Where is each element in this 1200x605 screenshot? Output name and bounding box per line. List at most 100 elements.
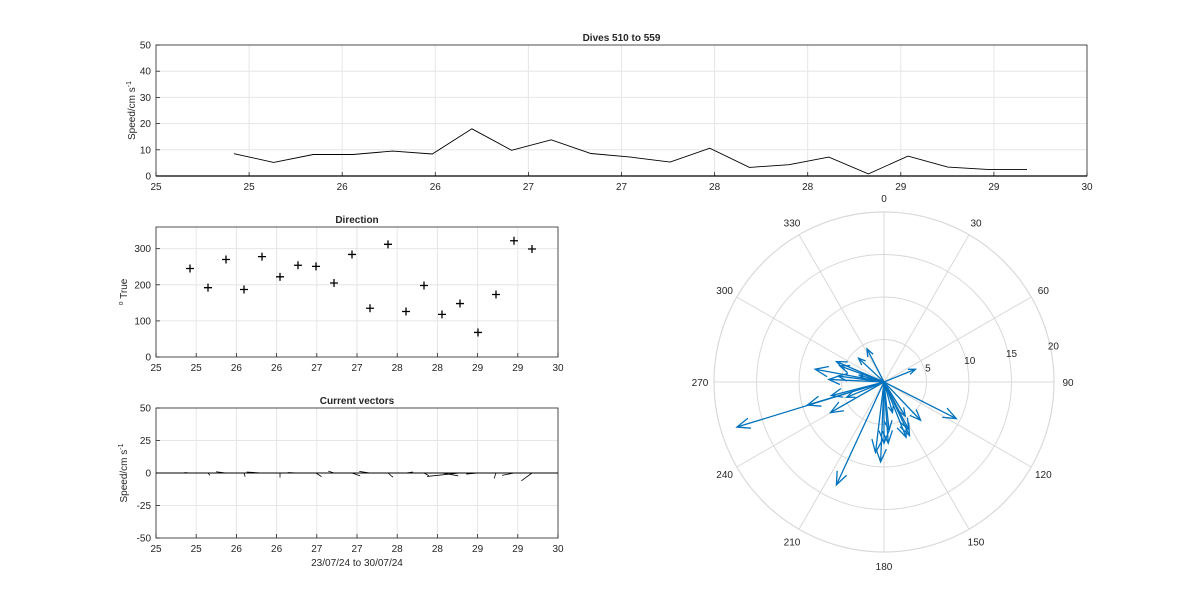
- direction-xtick-label: 25: [191, 363, 203, 374]
- compass-plot: 0 30 60 90 120 150 180 210 240 270 300 330 5 10 15 20: [692, 194, 1074, 573]
- polar-spoke: [883, 381, 970, 530]
- polar-radius-label: 20: [1048, 341, 1060, 352]
- polar-spoke: [736, 296, 885, 383]
- direction-ylabel: o True: [118, 278, 130, 305]
- vector-stick: [315, 472, 322, 477]
- direction-plot: 25 25 26 26 27 27 28 28 29 29 300100200300Directio…: [118, 215, 564, 374]
- vector-stick: [243, 472, 246, 477]
- compass-arrow-shaft: [828, 378, 885, 383]
- vector-stick: [351, 472, 361, 477]
- polar-spoke: [798, 234, 885, 383]
- compass-arrow-head: [826, 374, 841, 386]
- direction-marker: [312, 262, 320, 271]
- direction-marker: [474, 328, 482, 337]
- direction-marker: [294, 261, 302, 270]
- direction-xtick-label: 29: [472, 363, 484, 374]
- compass-arrow-head: [899, 422, 911, 438]
- polar-angle-label: 60: [1038, 286, 1050, 297]
- compass-arrow-shaft: [883, 381, 911, 436]
- direction-xtick-label: 30: [552, 363, 564, 374]
- direction-ytick-label: 0: [145, 353, 151, 364]
- vector-stick: [423, 472, 429, 476]
- vectors-xtick-label: 25: [191, 544, 203, 555]
- compass-arrow-shaft: [830, 381, 885, 414]
- compass-arrow-shaft: [883, 368, 916, 383]
- vectors-ytick-label: 25: [140, 436, 152, 447]
- speed-plot: 25 25 26 26 27 27 28 28 29 29 30 0 10 20 30 40 50 Dives 5…: [126, 33, 1093, 193]
- speed-xtick-label: 29: [988, 182, 1000, 193]
- vector-stick: [184, 472, 191, 474]
- vector-stick: [207, 472, 211, 476]
- polar-angle-label: 120: [1035, 470, 1052, 481]
- direction-xtick-label: 28: [432, 363, 444, 374]
- direction-marker: [240, 285, 248, 294]
- direction-marker: [402, 307, 410, 316]
- vectors-ytick-label: 50: [140, 404, 152, 415]
- polar-radius-label: 10: [964, 356, 976, 367]
- compass-arrow-shaft: [879, 381, 885, 462]
- direction-marker: [510, 236, 518, 245]
- direction-ytick-label: 100: [134, 316, 151, 327]
- direction-marker: [492, 290, 500, 299]
- speed-xtick-label: 25: [150, 182, 162, 193]
- compass-arrow-head: [897, 407, 907, 418]
- polar-spoke: [798, 381, 885, 530]
- polar-spoke: [883, 234, 970, 383]
- compass-arrow-head: [805, 395, 822, 407]
- speed-ytick-label: 10: [140, 145, 152, 156]
- vectors-xtick-label: 29: [512, 544, 524, 555]
- vector-stick: [216, 471, 227, 474]
- speed-xtick-label: 28: [709, 182, 721, 193]
- speed-xtick-label: 27: [616, 182, 628, 193]
- compass-arrow-shaft: [858, 357, 885, 383]
- direction-marker: [204, 283, 212, 292]
- speed-ytick-label: 40: [140, 67, 152, 78]
- compass-arrow-head: [942, 407, 958, 420]
- polar-angle-label: 90: [1062, 378, 1074, 389]
- compass-arrow-shaft: [866, 348, 885, 383]
- direction-xtick-label: 27: [351, 363, 363, 374]
- vector-stick: [427, 472, 461, 477]
- vector-stick: [405, 471, 414, 474]
- vectors-xtick-label: 26: [231, 544, 243, 555]
- compass-arrow-head: [871, 438, 883, 455]
- polar-radius-label: 5: [925, 364, 931, 375]
- vector-stick: [521, 472, 533, 482]
- vectors-ytick-label: -50: [137, 534, 152, 545]
- speed-series-line: [233, 128, 1027, 175]
- compass-arrow-shaft: [883, 381, 889, 444]
- vector-stick: [246, 471, 263, 474]
- vector-stick: [466, 472, 479, 475]
- compass-arrow-head: [866, 347, 874, 358]
- direction-marker: [258, 252, 266, 261]
- speed-ytick-label: 0: [145, 172, 151, 183]
- polar-angle-label: 240: [716, 470, 733, 481]
- speed-xtick-label: 27: [523, 182, 535, 193]
- polar-angle-label: 150: [968, 537, 985, 548]
- vectors-ytick-label: 0: [145, 469, 151, 480]
- compass-arrow-head: [909, 409, 922, 422]
- speed-ytick-label: 20: [140, 119, 152, 130]
- compass-arrow-head: [735, 417, 751, 429]
- vectors-xtick-label: 29: [472, 544, 484, 555]
- compass-arrow-shaft: [846, 381, 885, 398]
- compass-arrow-shaft: [835, 381, 885, 486]
- speed-title: Dives 510 to 559: [583, 33, 661, 44]
- vectors-xtick-label: 26: [271, 544, 283, 555]
- direction-title: Direction: [335, 215, 378, 226]
- speed-xtick-label: 26: [337, 182, 349, 193]
- speed-xtick-label: 30: [1081, 182, 1093, 193]
- polar-angle-label: 30: [970, 219, 982, 230]
- compass-arrow-head: [834, 360, 848, 371]
- vectors-ylabel: Speed/cm s-1: [118, 443, 130, 502]
- direction-xtick-label: 25: [150, 363, 162, 374]
- compass-arrow-head: [844, 390, 856, 398]
- polar-spoke: [883, 381, 1032, 468]
- vectors-title: Current vectors: [320, 396, 395, 407]
- vector-stick: [387, 472, 394, 478]
- vectors-xtick-label: 30: [552, 544, 564, 555]
- vectors-xlabel: 23/07/24 to 30/07/24: [311, 558, 403, 569]
- direction-marker: [384, 240, 392, 249]
- direction-xtick-label: 26: [231, 363, 243, 374]
